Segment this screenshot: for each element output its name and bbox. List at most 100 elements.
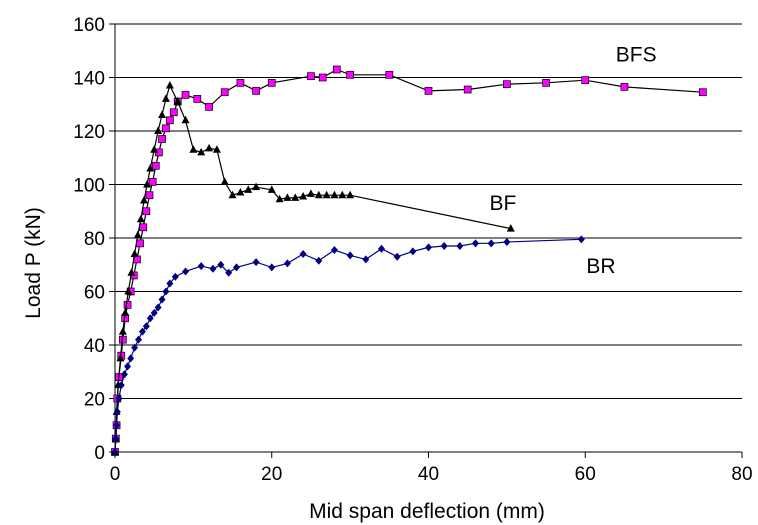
point-bf-11 [136, 214, 145, 223]
point-bfs-28 [236, 78, 245, 87]
x-tick-label-40: 40 [418, 464, 439, 485]
point-bf-26 [220, 177, 229, 185]
point-bf-5 [118, 327, 127, 335]
point-br-24 [225, 268, 233, 277]
point-br-36 [409, 247, 417, 256]
point-bf-35 [299, 192, 308, 200]
point-br-21 [197, 262, 205, 271]
point-br-22 [209, 264, 217, 273]
point-br-32 [346, 251, 354, 260]
point-bfs-41 [620, 83, 629, 91]
point-bf-24 [205, 143, 214, 152]
point-bfs-13 [139, 223, 148, 232]
series-label-bf: BF [490, 192, 517, 215]
point-bfs-20 [162, 124, 170, 133]
x-tick-label-20: 20 [261, 464, 282, 485]
point-bfs-8 [123, 301, 132, 309]
point-bf-38 [322, 190, 331, 199]
point-br-39 [456, 242, 464, 251]
point-bfs-32 [318, 73, 327, 82]
point-br-18 [166, 279, 174, 288]
point-bfs-42 [698, 88, 707, 97]
point-bf-9 [130, 249, 139, 258]
point-bf-7 [124, 287, 133, 295]
point-bf-20 [173, 97, 182, 105]
point-br-34 [377, 244, 385, 253]
point-bfs-29 [252, 87, 260, 95]
point-bfs-21 [166, 116, 174, 125]
y-tick-label-80: 80 [84, 229, 105, 250]
x-axis-title: Mid span deflection (mm) [309, 500, 545, 523]
point-br-29 [299, 250, 307, 259]
point-bfs-22 [169, 108, 178, 117]
point-bfs-15 [145, 191, 154, 200]
point-br-37 [425, 243, 432, 252]
point-bf-15 [150, 145, 159, 153]
point-bf-31 [267, 185, 276, 193]
point-br-14 [150, 308, 158, 317]
series-label-bfs: BFS [616, 43, 657, 66]
point-bfs-27 [220, 88, 229, 97]
point-bf-21 [181, 115, 190, 124]
point-bf-34 [291, 193, 300, 201]
point-bf-23 [197, 147, 206, 156]
point-br-40 [472, 239, 480, 248]
point-bfs-39 [542, 78, 550, 87]
point-bfs-33 [332, 65, 341, 74]
y-tick-label-40: 40 [84, 336, 105, 357]
point-bfs-12 [136, 239, 144, 248]
y-tick-label-160: 160 [73, 15, 105, 36]
point-bfs-14 [142, 207, 151, 216]
x-tick-label-0: 0 [110, 464, 121, 485]
series-label-br: BR [586, 255, 615, 278]
point-bf-37 [314, 190, 323, 199]
y-tick-label-60: 60 [84, 283, 105, 304]
point-br-16 [158, 295, 166, 304]
point-br-15 [154, 303, 162, 312]
point-bfs-17 [151, 161, 160, 170]
point-br-10 [135, 335, 143, 344]
point-br-28 [283, 259, 291, 268]
series-line-bf [114, 83, 511, 453]
point-br-43 [577, 235, 585, 244]
y-tick-label-140: 140 [73, 69, 105, 90]
point-bf-41 [346, 190, 355, 199]
point-br-31 [330, 246, 338, 255]
tick-labels: 0 20 40 60 80 100 120 140 160 0 20 40 60 80 [73, 15, 752, 485]
point-br-6 [120, 370, 128, 379]
x-tick-label-80: 80 [731, 464, 752, 485]
point-br-3 [113, 407, 121, 416]
point-bf-22 [189, 145, 198, 153]
y-tick-label-120: 120 [73, 122, 105, 143]
point-br-7 [124, 362, 132, 371]
point-bf-17 [158, 110, 167, 118]
point-bf-32 [275, 194, 284, 203]
point-bf-33 [283, 193, 292, 201]
point-br-12 [142, 322, 150, 331]
point-bf-13 [143, 180, 152, 188]
point-bfs-40 [581, 76, 590, 85]
point-br-8 [127, 354, 135, 363]
point-bfs-26 [205, 103, 213, 111]
point-bfs-34 [346, 70, 354, 79]
point-br-19 [171, 272, 179, 281]
point-bf-18 [161, 94, 170, 102]
point-bfs-36 [424, 87, 433, 95]
point-bf-29 [244, 185, 253, 193]
point-bfs-37 [463, 85, 472, 94]
point-bf-28 [236, 188, 245, 196]
point-bf-25 [212, 145, 221, 153]
point-br-20 [182, 267, 190, 276]
point-br-35 [393, 252, 401, 261]
point-br-25 [232, 263, 240, 272]
point-br-41 [487, 239, 495, 248]
series-bfs [111, 65, 707, 456]
point-br-30 [315, 256, 323, 265]
point-bfs-16 [148, 177, 157, 186]
point-br-5 [117, 381, 125, 390]
point-br-26 [252, 258, 260, 267]
point-bfs-30 [267, 78, 276, 87]
point-br-9 [131, 343, 139, 352]
point-bf-14 [146, 163, 155, 172]
point-bfs-38 [503, 80, 511, 89]
